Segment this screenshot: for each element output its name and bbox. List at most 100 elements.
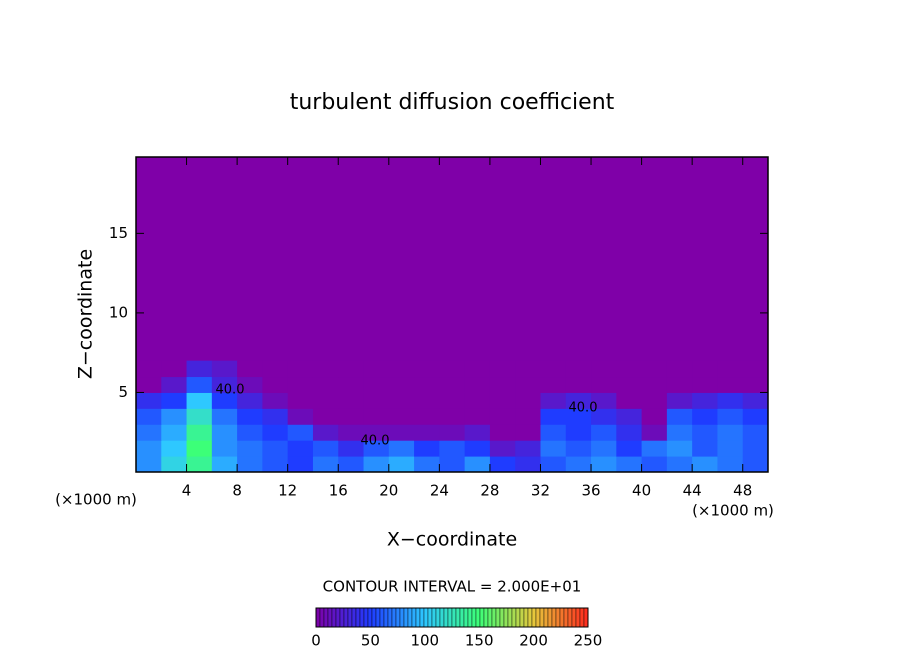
cell	[312, 360, 339, 378]
cell	[515, 360, 541, 378]
x-tick-label: 32	[531, 482, 550, 500]
cell	[363, 440, 390, 457]
x-tick-label: 20	[379, 482, 398, 500]
colorbar-tick-label: 0	[311, 632, 321, 650]
cell	[540, 376, 567, 393]
cell	[136, 376, 162, 393]
colorbar-segment	[579, 607, 585, 628]
cell	[717, 456, 744, 473]
cell	[641, 456, 668, 473]
cell	[388, 376, 415, 393]
colorbar-segment	[355, 607, 361, 628]
cell	[287, 456, 314, 473]
colorbar-tick-label: 150	[465, 632, 494, 650]
colorbar-segment	[363, 607, 369, 628]
cell	[616, 456, 643, 473]
cell	[211, 360, 238, 378]
colorbar-segment	[523, 607, 529, 628]
cell	[464, 456, 491, 473]
colorbar-segment	[515, 607, 521, 628]
cell	[312, 376, 339, 393]
colorbar-segment	[331, 607, 337, 628]
cell	[237, 392, 263, 409]
cell	[312, 424, 339, 441]
cell	[237, 440, 263, 457]
colorbar-segment	[503, 607, 509, 628]
cell	[161, 408, 188, 425]
cell	[262, 392, 289, 409]
cell	[186, 392, 213, 409]
cell	[692, 392, 718, 409]
cell	[717, 408, 744, 425]
cell	[666, 456, 693, 473]
colorbar-segment	[487, 607, 493, 628]
cell	[489, 360, 516, 378]
cell	[641, 392, 668, 409]
cell	[515, 408, 541, 425]
colorbar-segment	[339, 607, 345, 628]
cell	[540, 408, 567, 425]
cell	[186, 456, 213, 473]
cell	[414, 456, 440, 473]
cell	[161, 392, 188, 409]
colorbar-segment	[555, 607, 561, 628]
cell	[211, 456, 238, 473]
cell	[717, 440, 744, 457]
colorbar-segment	[575, 607, 581, 628]
colorbar-segment	[531, 607, 537, 628]
y-axis-label: Z−coordinate	[75, 249, 97, 379]
cell	[717, 424, 744, 441]
cell	[641, 360, 668, 378]
cell	[591, 456, 617, 473]
cell	[312, 456, 339, 473]
cell	[742, 456, 769, 473]
cell	[338, 424, 365, 441]
cell	[186, 424, 213, 441]
cell	[363, 408, 390, 425]
cell	[237, 456, 263, 473]
colorbar-segment	[567, 607, 573, 628]
cell	[565, 440, 592, 457]
cell	[262, 456, 289, 473]
cell	[136, 408, 162, 425]
cell	[287, 408, 314, 425]
cell	[414, 408, 440, 425]
cell	[641, 440, 668, 457]
colorbar-segment	[539, 607, 545, 628]
cell	[186, 408, 213, 425]
cell	[414, 392, 440, 409]
cell	[515, 392, 541, 409]
colorbar-segment	[387, 607, 393, 628]
cell	[464, 392, 491, 409]
cell	[136, 360, 162, 378]
colorbar-segment	[399, 607, 405, 628]
colorbar-segment	[551, 607, 557, 628]
colorbar-segment	[547, 607, 553, 628]
colorbar-tick-label: 250	[574, 632, 603, 650]
cell	[414, 424, 440, 441]
contour-label: 40.0	[569, 401, 598, 416]
colorbar-segment	[375, 607, 381, 628]
colorbar-segment	[439, 607, 445, 628]
cell	[211, 408, 238, 425]
cell	[439, 440, 466, 457]
colorbar-segment	[443, 607, 449, 628]
colorbar-segment	[535, 607, 541, 628]
x-tick-label: 24	[430, 482, 449, 500]
x-tick-label: 16	[329, 482, 348, 500]
cell	[489, 456, 516, 473]
cell	[211, 424, 238, 441]
cell	[515, 440, 541, 457]
cell	[211, 392, 238, 409]
cell	[262, 360, 289, 378]
cell	[388, 440, 415, 457]
colorbar-segment	[491, 607, 497, 628]
colorbar-segment	[343, 607, 349, 628]
cell	[616, 440, 643, 457]
cell	[287, 392, 314, 409]
y-unit: (×1000 m)	[55, 491, 137, 509]
cell	[489, 440, 516, 457]
cell	[186, 360, 213, 378]
cell	[717, 392, 744, 409]
cell	[186, 376, 213, 393]
